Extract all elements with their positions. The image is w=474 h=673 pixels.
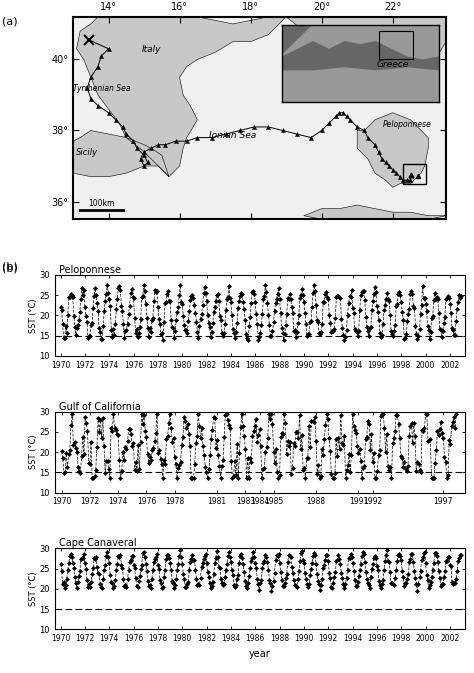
Text: Peloponnese: Peloponnese [383, 120, 431, 129]
Polygon shape [55, 131, 169, 176]
Text: Cape Canaveral: Cape Canaveral [59, 538, 136, 548]
Text: Peloponnese: Peloponnese [59, 265, 120, 275]
Text: Sicily: Sicily [76, 148, 98, 157]
Bar [403, 164, 427, 184]
Text: Ionian Sea: Ionian Sea [209, 131, 256, 139]
Text: 100km: 100km [88, 199, 115, 208]
Text: Gulf of California: Gulf of California [59, 402, 140, 411]
Y-axis label: SST (°C): SST (°C) [28, 435, 37, 470]
Polygon shape [357, 112, 428, 187]
Text: (b): (b) [2, 264, 18, 274]
Polygon shape [304, 205, 446, 226]
Polygon shape [286, 17, 446, 95]
Y-axis label: SST (°C): SST (°C) [28, 298, 37, 332]
Text: (b): (b) [2, 262, 18, 272]
X-axis label: year: year [249, 649, 270, 659]
Text: Italy: Italy [141, 45, 161, 55]
Text: Tyrrhenian Sea: Tyrrhenian Sea [73, 84, 130, 94]
Text: Greece: Greece [376, 59, 409, 69]
Polygon shape [77, 6, 286, 176]
Text: (a): (a) [2, 17, 18, 27]
Y-axis label: SST (°C): SST (°C) [28, 571, 37, 606]
